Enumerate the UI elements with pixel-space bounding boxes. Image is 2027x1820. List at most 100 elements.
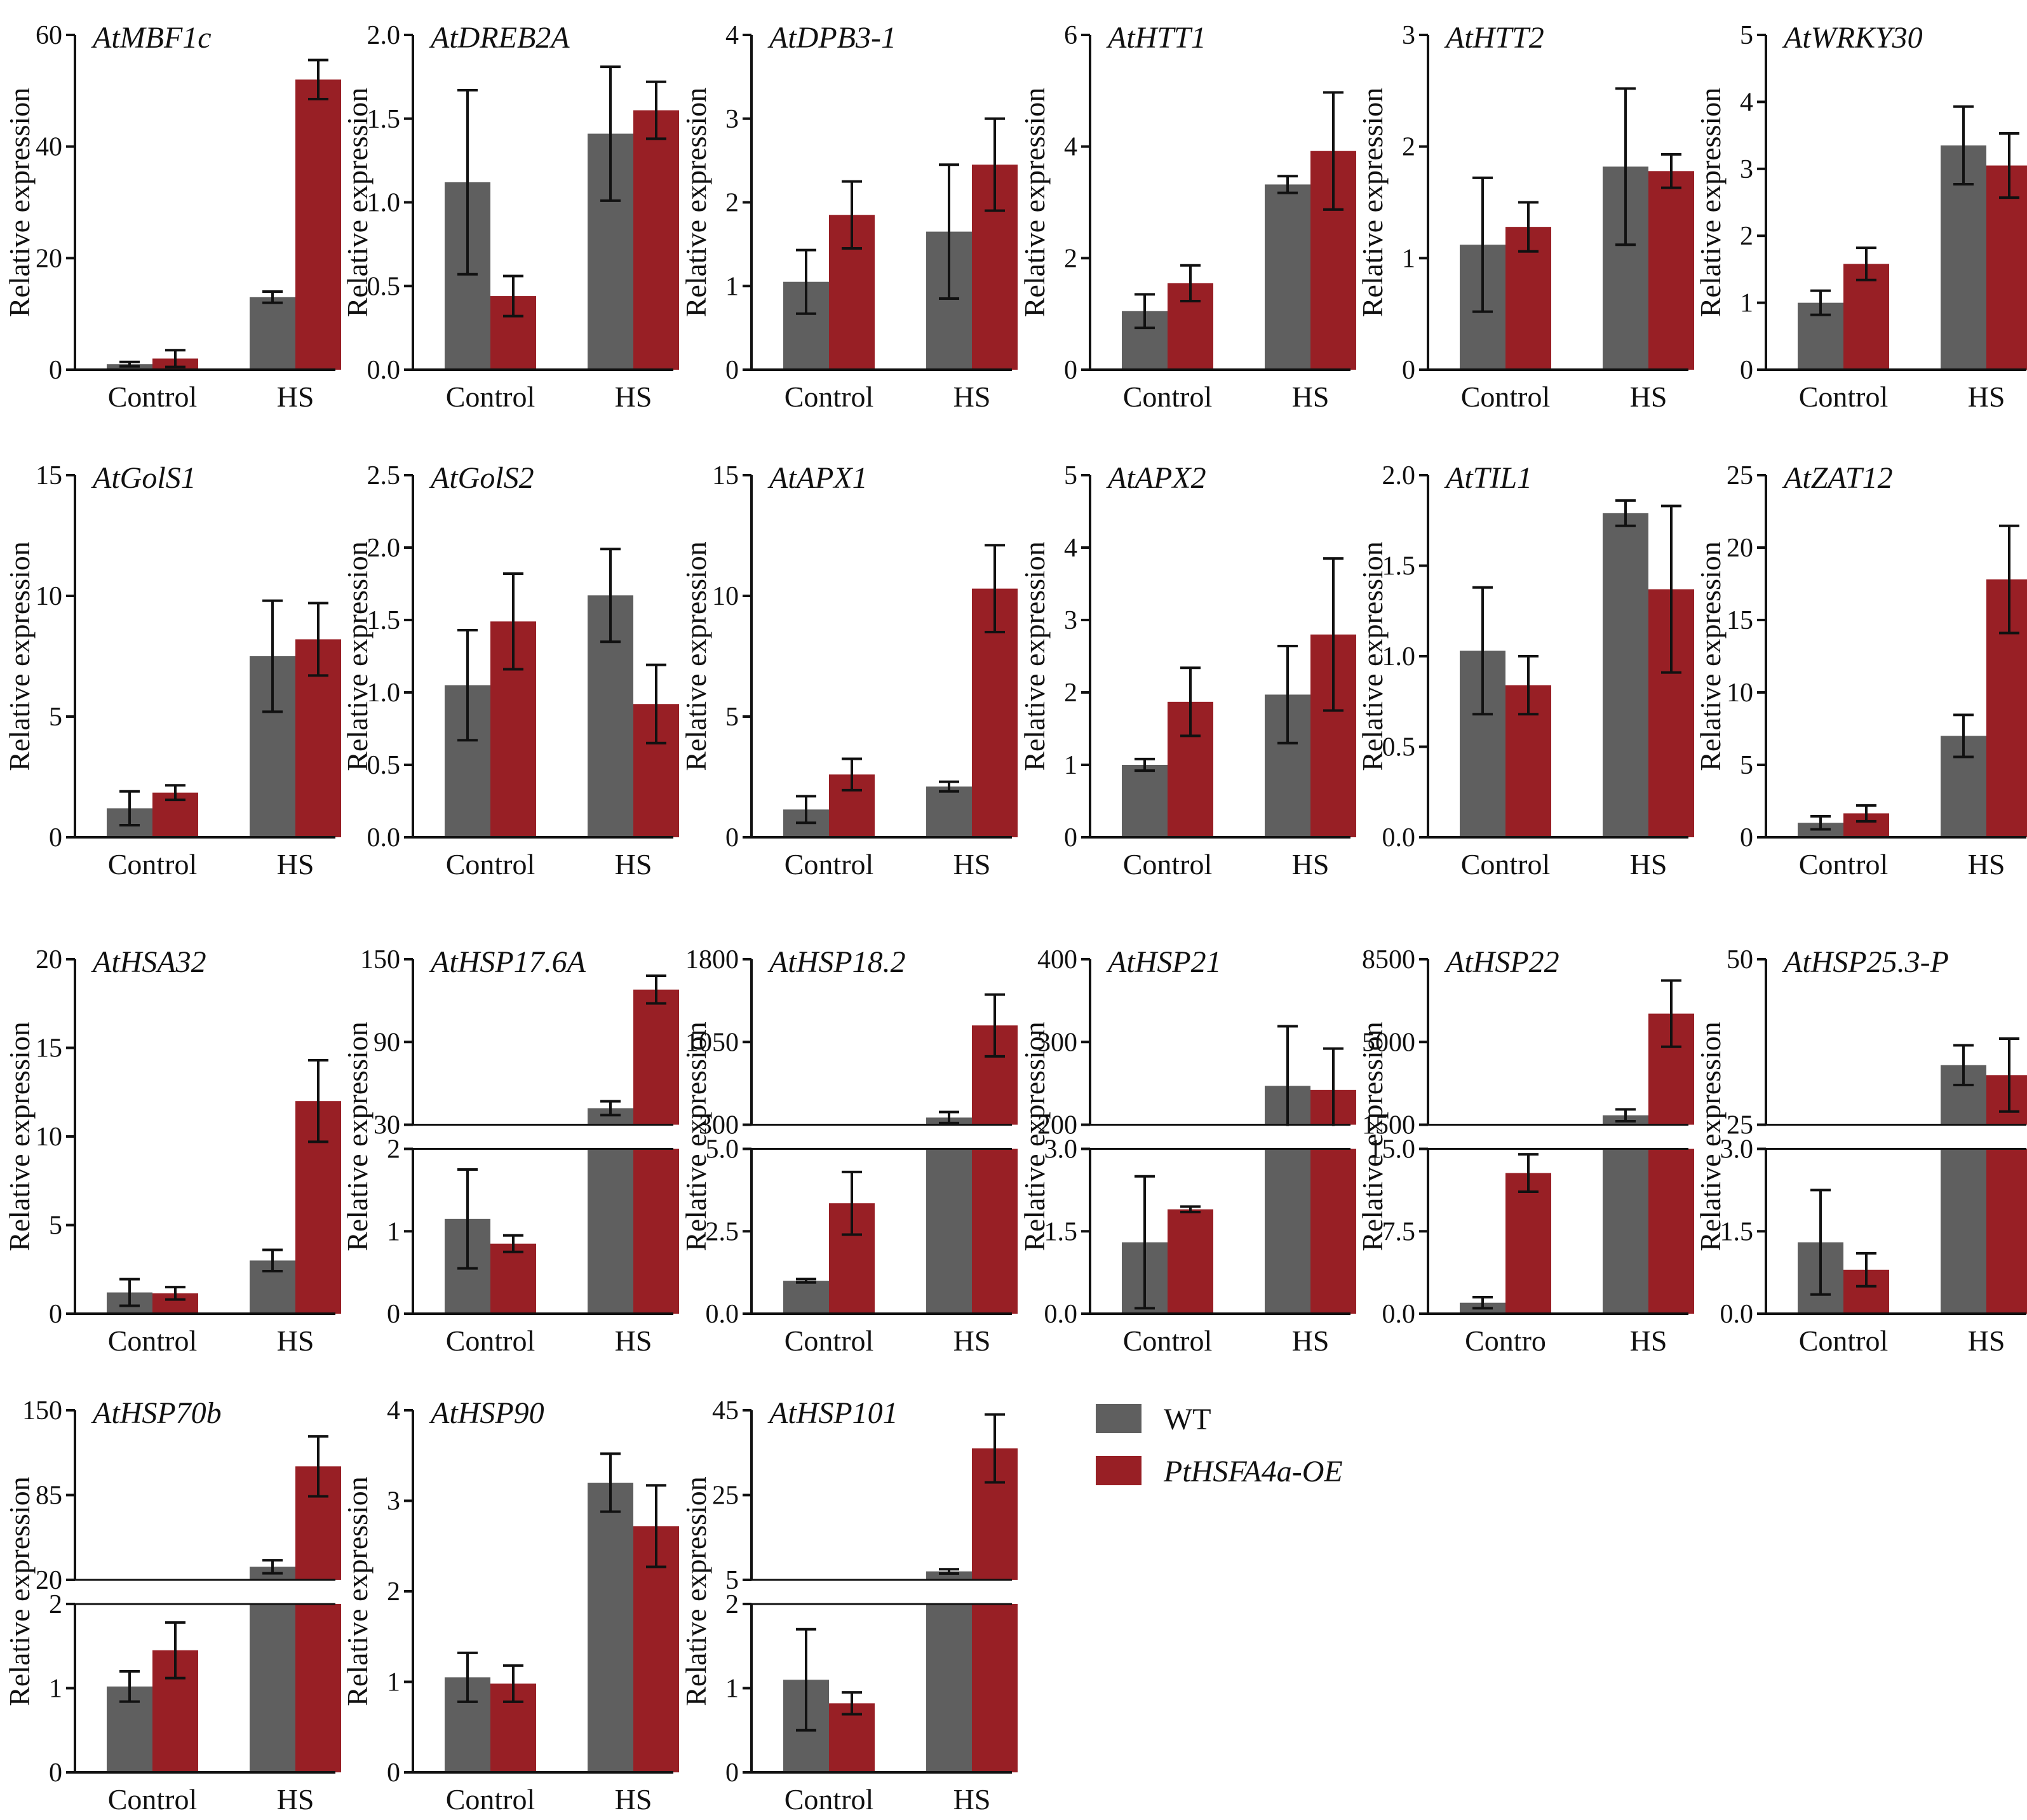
p13-y-tick-label-150: 150 bbox=[360, 945, 400, 974]
chart-panel-17: 0.0 1.5 3.025 50 Control HS AtHSP25.3-P Relativ… bbox=[1694, 945, 2027, 1357]
p4-y-tick-label-0: 0 bbox=[1402, 356, 1415, 385]
chart-panel-9: 0 1 2 3 4 5 Control HS AtAPX2 Relative expression bbox=[1018, 461, 1356, 880]
p11-bar-PtHSFA4a-OE-HS bbox=[1986, 579, 2027, 837]
p4-y-tick-label-3: 3 bbox=[1402, 21, 1415, 50]
p20-bar-lower-WT-HS bbox=[926, 1603, 972, 1772]
chart-panel-1: 0.0 0.5 1.0 1.5 2.0 Control HS AtDREB2A Relative… bbox=[341, 21, 679, 413]
p2-y-tick-label-1: 1 bbox=[725, 272, 739, 301]
p16-x-label-1: HS bbox=[1630, 1325, 1667, 1357]
p10-title: AtTIL1 bbox=[1444, 461, 1532, 495]
p3-y-tick-label-4: 4 bbox=[1064, 133, 1077, 162]
p11-y-tick-label-10: 10 bbox=[1727, 678, 1753, 708]
p11-x-label-0: Control bbox=[1799, 848, 1889, 880]
p2-y-tick-label-4: 4 bbox=[725, 21, 739, 50]
p14-y-tick-label-1050: 1050 bbox=[685, 1028, 739, 1057]
p16-x-label-0: Contro bbox=[1465, 1325, 1546, 1357]
p19-x-label-1: HS bbox=[615, 1783, 652, 1816]
p14-y-tick-label-0: 0.0 bbox=[706, 1300, 739, 1329]
p13-x-label-1: HS bbox=[615, 1325, 652, 1357]
p5-title: AtWRKY30 bbox=[1782, 21, 1923, 55]
p6-y-axis-title: Relative expression bbox=[3, 541, 36, 771]
p17-x-label-0: Control bbox=[1799, 1325, 1889, 1357]
p9-y-axis-title: Relative expression bbox=[1018, 541, 1051, 771]
p20-y-tick-label-1: 1 bbox=[725, 1674, 739, 1703]
p8-y-tick-label-10: 10 bbox=[712, 582, 739, 611]
p10-x-label-1: HS bbox=[1630, 848, 1667, 880]
p13-y-tick-label-90: 90 bbox=[374, 1028, 400, 1057]
p3-y-tick-label-0: 0 bbox=[1064, 356, 1077, 385]
p20-x-label-1: HS bbox=[953, 1783, 991, 1816]
p10-y-tick-label-2: 2.0 bbox=[1382, 461, 1416, 490]
p5-y-tick-label-1: 1 bbox=[1740, 289, 1753, 318]
p20-y-tick-label-0: 0 bbox=[725, 1758, 739, 1788]
p3-x-label-1: HS bbox=[1292, 381, 1330, 413]
p17-y-tick-label-0: 0.0 bbox=[1720, 1300, 1754, 1329]
p18-bar-lower-PtHSFA4a-OE-HS bbox=[295, 1603, 341, 1772]
p0-bar-PtHSFA4a-OE-HS bbox=[295, 79, 341, 370]
p19-bar-WT-HS bbox=[588, 1483, 633, 1772]
p6-y-tick-label-0: 0 bbox=[49, 823, 62, 853]
p1-x-label-1: HS bbox=[615, 381, 652, 413]
p14-axis-break-gap bbox=[753, 1126, 1013, 1148]
p8-y-tick-label-5: 5 bbox=[725, 703, 739, 732]
chart-panel-20: 0 1 25 25 45 Control HS AtHSP101 Relative expres… bbox=[680, 1396, 1018, 1816]
p7-y-tick-label-1.5: 1.5 bbox=[367, 606, 401, 635]
p17-y-tick-label-1.5: 1.5 bbox=[1720, 1217, 1754, 1246]
p16-y-tick-label-7.5: 7.5 bbox=[1382, 1217, 1416, 1246]
p7-y-tick-label-1: 1.0 bbox=[367, 678, 401, 708]
p0-y-tick-label-0: 0 bbox=[49, 356, 62, 385]
p16-y-tick-label-1500: 1500 bbox=[1362, 1111, 1415, 1140]
p2-y-axis-title: Relative expression bbox=[680, 88, 712, 318]
p15-axis-break-gap bbox=[1091, 1126, 1352, 1148]
chart-panel-13: 0 1 230 90 150 Control HS AtHSP17.6A Relative ex… bbox=[341, 945, 679, 1357]
p15-bar-lower-PtHSFA4a-OE-HS bbox=[1310, 1149, 1356, 1314]
p17-y-tick-label-50: 50 bbox=[1727, 945, 1753, 974]
p7-y-tick-label-2: 2.0 bbox=[367, 534, 401, 563]
p10-y-tick-label-1.5: 1.5 bbox=[1382, 552, 1416, 581]
p18-y-tick-label-150: 150 bbox=[22, 1396, 62, 1426]
p14-y-axis-title: Relative expression bbox=[680, 1021, 712, 1251]
p10-y-tick-label-1: 1.0 bbox=[1382, 642, 1416, 671]
p1-y-tick-label-1: 1.0 bbox=[367, 189, 401, 218]
p7-y-axis-title: Relative expression bbox=[341, 541, 374, 771]
p19-title: AtHSP90 bbox=[429, 1396, 544, 1430]
p18-axis-break-gap bbox=[76, 1581, 337, 1603]
p14-x-label-1: HS bbox=[953, 1325, 991, 1357]
p5-y-tick-label-3: 3 bbox=[1740, 155, 1753, 184]
p0-bar-WT-HS bbox=[250, 297, 295, 370]
p4-y-tick-label-2: 2 bbox=[1402, 133, 1415, 162]
p0-y-axis-title: Relative expression bbox=[3, 88, 36, 318]
p16-bar-lower-WT-HS bbox=[1603, 1149, 1648, 1314]
p14-y-tick-label-2.5: 2.5 bbox=[706, 1217, 739, 1246]
p18-y-tick-label-20: 20 bbox=[36, 1566, 62, 1595]
p12-y-tick-label-0: 0 bbox=[49, 1300, 62, 1329]
p9-y-tick-label-3: 3 bbox=[1064, 606, 1077, 635]
p10-x-label-0: Control bbox=[1461, 848, 1551, 880]
p14-bar-lower-WT-HS bbox=[926, 1149, 972, 1314]
p9-y-tick-label-4: 4 bbox=[1064, 534, 1077, 563]
p4-x-label-0: Control bbox=[1461, 381, 1551, 413]
chart-panel-4: 0 1 2 3 Control HS AtHTT2 Relative expression bbox=[1356, 21, 1694, 413]
p13-y-tick-label-2: 2 bbox=[387, 1135, 400, 1164]
p2-title: AtDPB3-1 bbox=[767, 21, 896, 55]
p15-x-label-1: HS bbox=[1292, 1325, 1330, 1357]
p15-bar-PtHSFA4a-OE-Control bbox=[1168, 1209, 1213, 1314]
p12-y-axis-title: Relative expression bbox=[3, 1021, 36, 1251]
p13-bar-upper-PtHSFA4a-OE-HS bbox=[633, 989, 679, 1125]
p13-bar-PtHSFA4a-OE-Control bbox=[490, 1243, 536, 1314]
p0-y-tick-label-60: 60 bbox=[36, 21, 62, 50]
p19-y-tick-label-4: 4 bbox=[387, 1396, 400, 1426]
p1-x-label-0: Control bbox=[446, 381, 535, 413]
p14-x-label-0: Control bbox=[785, 1325, 874, 1357]
p7-x-label-1: HS bbox=[615, 848, 652, 880]
p13-y-tick-label-0: 0 bbox=[387, 1300, 400, 1329]
chart-panel-18: 0 1 220 85 150 Control HS AtHSP70b Relative expr… bbox=[3, 1396, 341, 1816]
p14-y-tick-label-300: 300 bbox=[699, 1111, 739, 1140]
p15-title: AtHSP21 bbox=[1106, 945, 1222, 979]
p0-x-label-1: HS bbox=[277, 381, 314, 413]
p4-y-axis-title: Relative expression bbox=[1356, 88, 1389, 318]
p6-title: AtGolS1 bbox=[91, 461, 196, 495]
chart-panel-11: 0 5 10 15 20 25 Control HS AtZAT12 Relative expre… bbox=[1694, 461, 2027, 880]
